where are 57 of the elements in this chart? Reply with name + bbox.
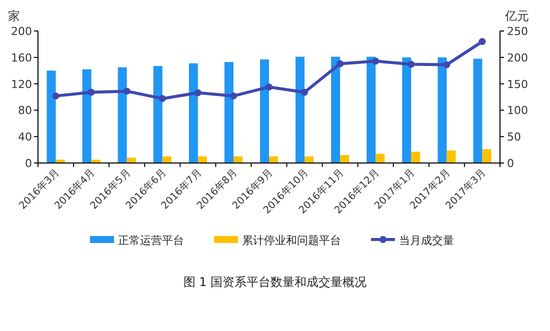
y-tick-label: 120	[11, 78, 32, 91]
point	[158, 95, 166, 102]
bar	[482, 149, 492, 163]
point	[266, 83, 272, 90]
y2-tick-label: 100	[507, 104, 528, 118]
y2-tick-label: 150	[507, 78, 528, 91]
y2-tick-label: 50	[507, 130, 521, 144]
bar	[402, 57, 412, 163]
bar	[224, 62, 234, 163]
bar	[269, 156, 278, 163]
y-tick-label: 80	[18, 104, 32, 118]
bar	[376, 154, 385, 163]
bar	[162, 156, 172, 163]
bar	[366, 56, 376, 163]
point	[230, 92, 237, 100]
point	[52, 92, 60, 100]
point	[88, 88, 95, 96]
bar	[473, 58, 482, 163]
text: 图 1 国资系平台数量和成交量概况	[183, 275, 367, 289]
point	[443, 61, 450, 68]
legend-label: 累计停业和问题平台	[242, 234, 341, 247]
point	[408, 60, 415, 68]
bar	[188, 63, 198, 163]
bar	[91, 160, 100, 163]
point	[336, 60, 344, 68]
y-tick-label: 40	[18, 130, 32, 144]
bar	[304, 156, 314, 163]
point	[123, 88, 130, 95]
legend-label: 当月成交量	[399, 234, 454, 247]
bar	[82, 69, 92, 163]
point	[301, 88, 308, 96]
y-tick-label: 0	[25, 157, 32, 170]
y2-tick-label: 250	[507, 25, 528, 38]
bar	[153, 66, 162, 163]
y2-tick-label: 0	[507, 157, 514, 170]
legend-label: 正常运营平台	[118, 234, 184, 247]
bar	[296, 56, 305, 163]
bar	[56, 160, 65, 163]
bar	[446, 150, 456, 163]
y2-axis-title: 亿元	[504, 9, 529, 23]
bar	[118, 67, 127, 163]
bar	[198, 156, 207, 163]
bar	[233, 156, 242, 163]
bar	[331, 56, 340, 163]
point	[194, 89, 202, 96]
point	[372, 58, 380, 65]
bar	[46, 70, 56, 163]
y2-tick-label: 200	[507, 51, 528, 64]
bar	[260, 59, 269, 163]
bar	[438, 57, 447, 163]
bar	[126, 158, 136, 163]
point	[478, 38, 486, 46]
y-axis-title: 家	[8, 9, 20, 23]
bar	[340, 155, 350, 163]
y-tick-label: 160	[11, 51, 32, 64]
y-tick-label: 200	[11, 25, 32, 38]
bar	[411, 152, 420, 163]
